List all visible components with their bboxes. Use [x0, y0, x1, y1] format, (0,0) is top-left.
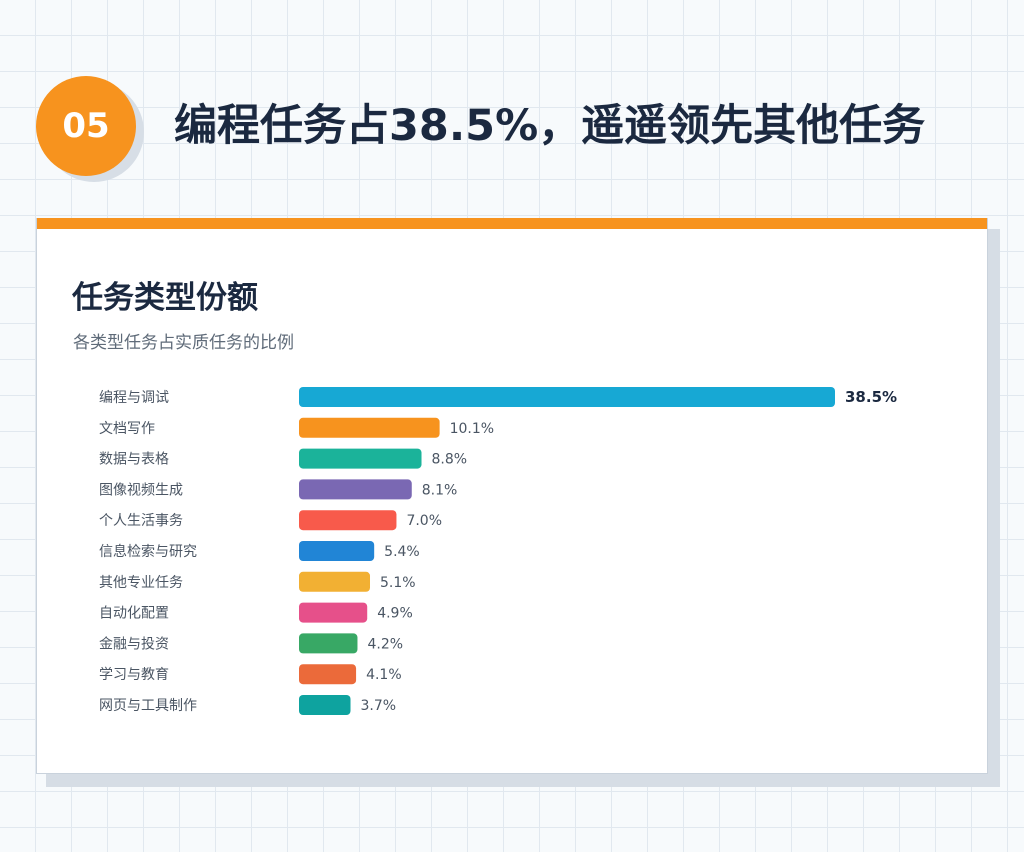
category-label: 金融与投资 [99, 636, 169, 652]
value-label: 5.1% [380, 575, 416, 591]
bar [299, 541, 375, 561]
chart-card: 任务类型份额 各类型任务占实质任务的比例 编程与调试 38.5% 文档写作 10.1%… [36, 218, 988, 774]
value-label: 4.9% [377, 606, 413, 622]
bar [299, 571, 371, 592]
bar [299, 633, 358, 654]
bar [299, 387, 835, 407]
value-label: 4.2% [367, 636, 403, 652]
chart-title: 任务类型份额 [72, 280, 258, 316]
category-label: 个人生活事务 [99, 513, 183, 529]
value-label: 7.0% [406, 513, 442, 529]
bar-chart: 编程与调试 38.5% 文档写作 10.1% 数据与表格 8.8% 图像视频生成 8.1% 个人… [99, 387, 897, 715]
category-label: 文档写作 [99, 421, 155, 437]
value-label: 3.7% [361, 698, 397, 714]
bar [299, 448, 422, 469]
category-label: 数据与表格 [99, 452, 169, 468]
bar [299, 695, 351, 715]
value-label: 4.1% [366, 667, 402, 683]
category-label: 学习与教育 [99, 667, 169, 683]
category-label: 网页与工具制作 [99, 698, 197, 714]
value-label: 8.8% [432, 452, 468, 468]
value-label: 8.1% [422, 482, 458, 498]
section-number: 05 [62, 106, 110, 146]
category-label: 自动化配置 [99, 606, 169, 622]
category-label: 图像视频生成 [99, 482, 183, 498]
value-label: 5.4% [384, 544, 420, 560]
category-label: 其他专业任务 [99, 575, 183, 591]
bar [299, 602, 368, 623]
category-label: 信息检索与研究 [99, 543, 197, 560]
bar [299, 417, 440, 438]
chart-subtitle: 各类型任务占实质任务的比例 [73, 333, 294, 353]
section-number-badge: 05 [36, 76, 136, 176]
bar [299, 510, 397, 531]
value-label: 38.5% [845, 388, 897, 406]
card-accent-bar [37, 218, 987, 229]
bar [299, 479, 412, 500]
value-label: 10.1% [450, 421, 494, 437]
category-label: 编程与调试 [99, 390, 169, 406]
page-title: 编程任务占38.5%，遥遥领先其他任务 [174, 101, 926, 151]
bar [299, 664, 357, 685]
